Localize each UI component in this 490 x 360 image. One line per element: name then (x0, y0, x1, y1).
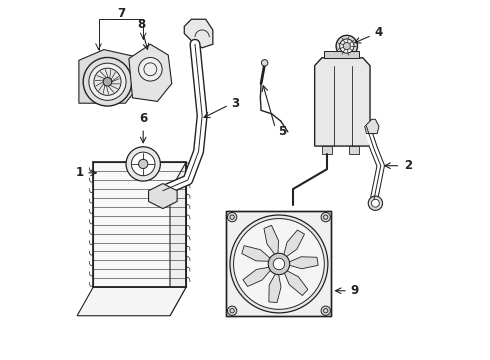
Circle shape (94, 68, 121, 95)
Text: 7: 7 (117, 8, 125, 21)
Circle shape (234, 219, 324, 309)
Circle shape (83, 58, 132, 106)
Polygon shape (77, 287, 186, 316)
Text: 9: 9 (350, 284, 359, 297)
Polygon shape (285, 257, 318, 269)
Bar (226, 211, 331, 316)
Polygon shape (93, 162, 186, 287)
Polygon shape (264, 225, 279, 258)
Circle shape (126, 147, 160, 181)
Text: 8: 8 (137, 18, 146, 31)
Polygon shape (365, 119, 379, 134)
Bar (348, 146, 359, 154)
Circle shape (103, 77, 112, 86)
Circle shape (268, 253, 290, 275)
Circle shape (139, 58, 162, 81)
Text: 6: 6 (139, 112, 147, 125)
Polygon shape (242, 246, 274, 261)
Polygon shape (243, 266, 274, 287)
Text: 5: 5 (278, 125, 286, 138)
Circle shape (321, 306, 330, 315)
Circle shape (368, 196, 383, 210)
Text: 3: 3 (231, 97, 240, 110)
Circle shape (340, 39, 354, 53)
Circle shape (262, 60, 268, 66)
Polygon shape (79, 50, 140, 103)
Polygon shape (129, 44, 172, 102)
Text: 2: 2 (404, 159, 412, 172)
Circle shape (227, 212, 237, 222)
Polygon shape (184, 19, 213, 48)
Circle shape (336, 35, 358, 57)
Circle shape (230, 215, 328, 313)
Circle shape (131, 152, 155, 176)
Circle shape (343, 42, 350, 50)
Polygon shape (315, 58, 370, 146)
Text: 1: 1 (75, 166, 83, 179)
Polygon shape (269, 270, 281, 302)
Circle shape (321, 212, 330, 222)
Circle shape (139, 159, 148, 168)
Circle shape (273, 258, 285, 270)
Bar (323, 51, 359, 58)
Polygon shape (170, 162, 186, 316)
Text: 4: 4 (374, 26, 383, 39)
Circle shape (227, 306, 237, 315)
Circle shape (371, 199, 379, 207)
Bar (322, 146, 332, 154)
Circle shape (89, 63, 126, 100)
Polygon shape (148, 184, 177, 208)
Polygon shape (283, 269, 308, 296)
Polygon shape (283, 230, 304, 260)
